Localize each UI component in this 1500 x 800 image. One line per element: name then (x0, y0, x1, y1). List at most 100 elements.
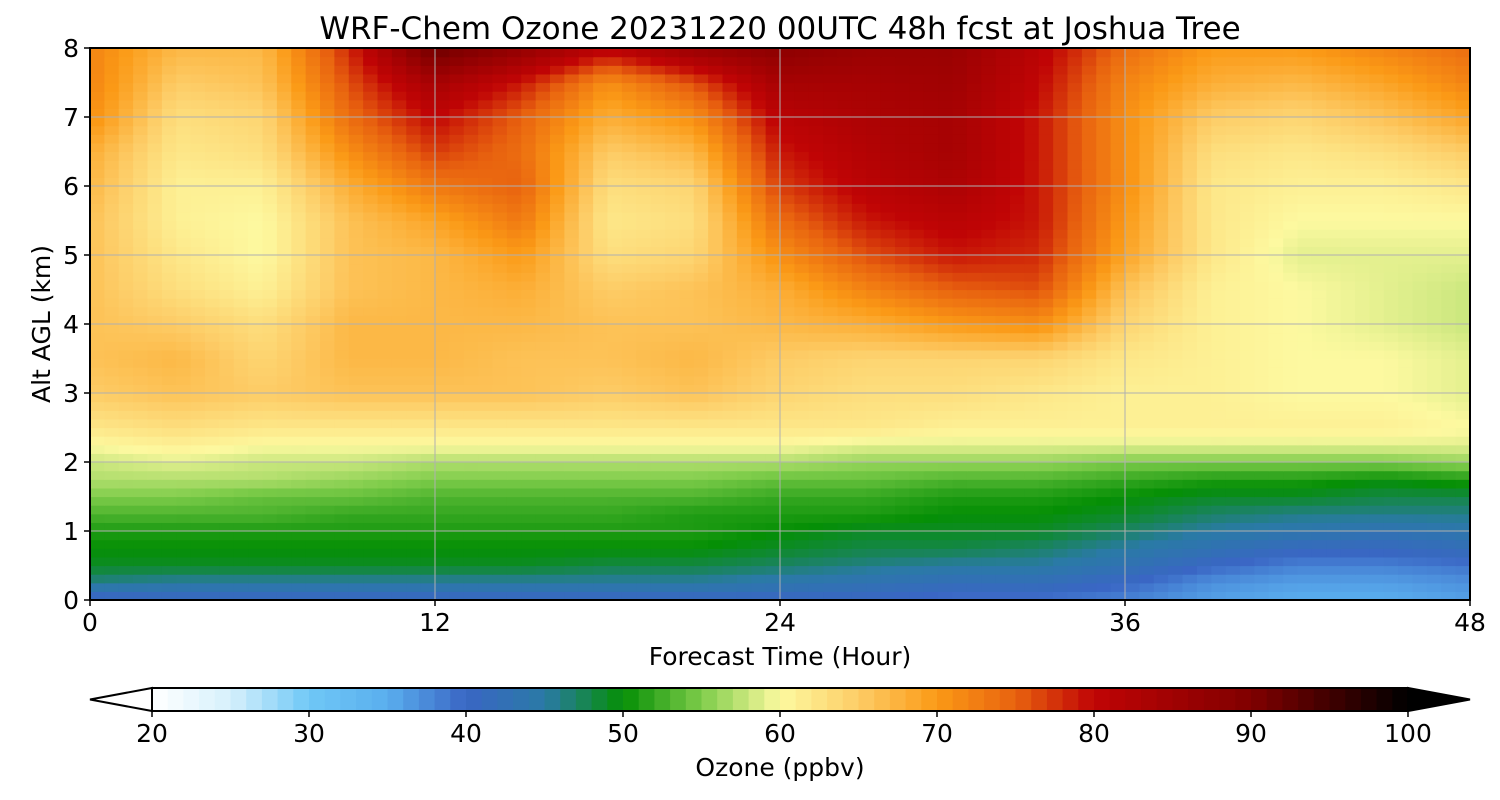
heatmap-cell (420, 496, 436, 506)
heatmap-cell (276, 505, 292, 515)
heatmap-cell (851, 298, 867, 308)
heatmap-cell (377, 539, 393, 549)
heatmap-cell (808, 168, 824, 178)
heatmap-cell (1240, 531, 1255, 541)
heatmap-cell (449, 393, 465, 403)
heatmap-cell (391, 194, 407, 204)
heatmap-cell (521, 306, 537, 316)
heatmap-cell (492, 513, 508, 523)
heatmap-cell (391, 582, 407, 592)
heatmap-cell (1125, 229, 1140, 239)
heatmap-cell (1125, 462, 1140, 472)
heatmap-cell (1441, 574, 1457, 584)
heatmap-cell (1096, 453, 1112, 463)
heatmap-cell (995, 556, 1011, 567)
heatmap-cell (851, 367, 867, 377)
heatmap-cell (219, 591, 235, 601)
heatmap-cell (463, 194, 479, 204)
heatmap-cell (1196, 522, 1212, 532)
heatmap-cell (607, 487, 623, 498)
heatmap-cell (205, 574, 220, 584)
heatmap-cell (1441, 418, 1457, 429)
heatmap-cell (205, 332, 220, 342)
heatmap-cell (1182, 160, 1198, 170)
heatmap-cell (506, 384, 522, 394)
heatmap-cell (780, 513, 795, 523)
heatmap-cell (1010, 220, 1025, 230)
heatmap-cell (1455, 246, 1471, 256)
heatmap-cell (348, 375, 364, 385)
heatmap-cell (621, 315, 637, 325)
heatmap-cell (391, 548, 407, 558)
heatmap-cell (851, 280, 867, 291)
heatmap-cell (1340, 332, 1356, 342)
heatmap-cell (679, 453, 695, 463)
heatmap-cell (880, 341, 896, 351)
heatmap-cell (449, 367, 465, 377)
heatmap-cell (751, 470, 767, 480)
heatmap-cell (1398, 470, 1414, 480)
heatmap-cell (693, 531, 709, 541)
heatmap-cell (995, 393, 1011, 403)
heatmap-cell (320, 496, 335, 506)
heatmap-cell (1441, 263, 1457, 273)
heatmap-cell (1369, 470, 1385, 480)
heatmap-cell (449, 332, 465, 342)
heatmap-cell (506, 298, 522, 308)
heatmap-cell (564, 229, 580, 239)
heatmap-cell (808, 220, 824, 230)
heatmap-cell (1283, 591, 1299, 601)
heatmap-cell (966, 496, 982, 506)
heatmap-cell (1024, 186, 1040, 196)
heatmap-cell (1110, 487, 1126, 498)
heatmap-cell (90, 151, 105, 161)
heatmap-cell (851, 272, 867, 282)
heatmap-cell (190, 410, 206, 420)
heatmap-cell (391, 237, 407, 247)
heatmap-cell (679, 556, 695, 567)
heatmap-cell (521, 470, 537, 480)
heatmap-cell (1096, 556, 1112, 567)
heatmap-cell (449, 574, 465, 584)
heatmap-cell (334, 574, 350, 584)
heatmap-cell (693, 574, 709, 584)
heatmap-cell (952, 375, 968, 385)
heatmap-cell (851, 160, 867, 170)
heatmap-cell (550, 211, 565, 222)
heatmap-cell (205, 565, 220, 575)
heatmap-cell (1311, 453, 1327, 463)
heatmap-cell (880, 237, 896, 247)
heatmap-cell (420, 280, 436, 291)
heatmap-cell (1211, 246, 1227, 256)
heatmap-cell (1340, 505, 1356, 515)
heatmap-cell (320, 522, 335, 532)
heatmap-cell (1139, 168, 1155, 178)
heatmap-cell (837, 513, 853, 523)
heatmap-cell (1211, 263, 1227, 273)
heatmap-cell (607, 306, 623, 316)
heatmap-cell (1355, 289, 1370, 299)
heatmap-cell (808, 306, 824, 316)
heatmap-cell (348, 574, 364, 584)
heatmap-cell (938, 393, 954, 403)
heatmap-cell (966, 574, 982, 584)
heatmap-cell (981, 487, 997, 498)
heatmap-cell (1412, 496, 1428, 506)
heatmap-cell (478, 418, 494, 429)
heatmap-cell (823, 496, 839, 506)
heatmap-cell (334, 306, 350, 316)
heatmap-cell (1355, 539, 1370, 549)
heatmap-cell (1455, 211, 1471, 222)
heatmap-cell (909, 160, 925, 170)
heatmap-cell (564, 298, 580, 308)
heatmap-cell (1225, 574, 1241, 584)
heatmap-cell (1369, 332, 1385, 342)
heatmap-cell (320, 203, 335, 213)
heatmap-cell (291, 272, 307, 282)
heatmap-cell (1369, 246, 1385, 256)
heatmap-cell (593, 186, 609, 196)
heatmap-cell (837, 591, 853, 601)
heatmap-cell (751, 246, 767, 256)
heatmap-cell (895, 263, 910, 273)
heatmap-cell (952, 556, 968, 567)
